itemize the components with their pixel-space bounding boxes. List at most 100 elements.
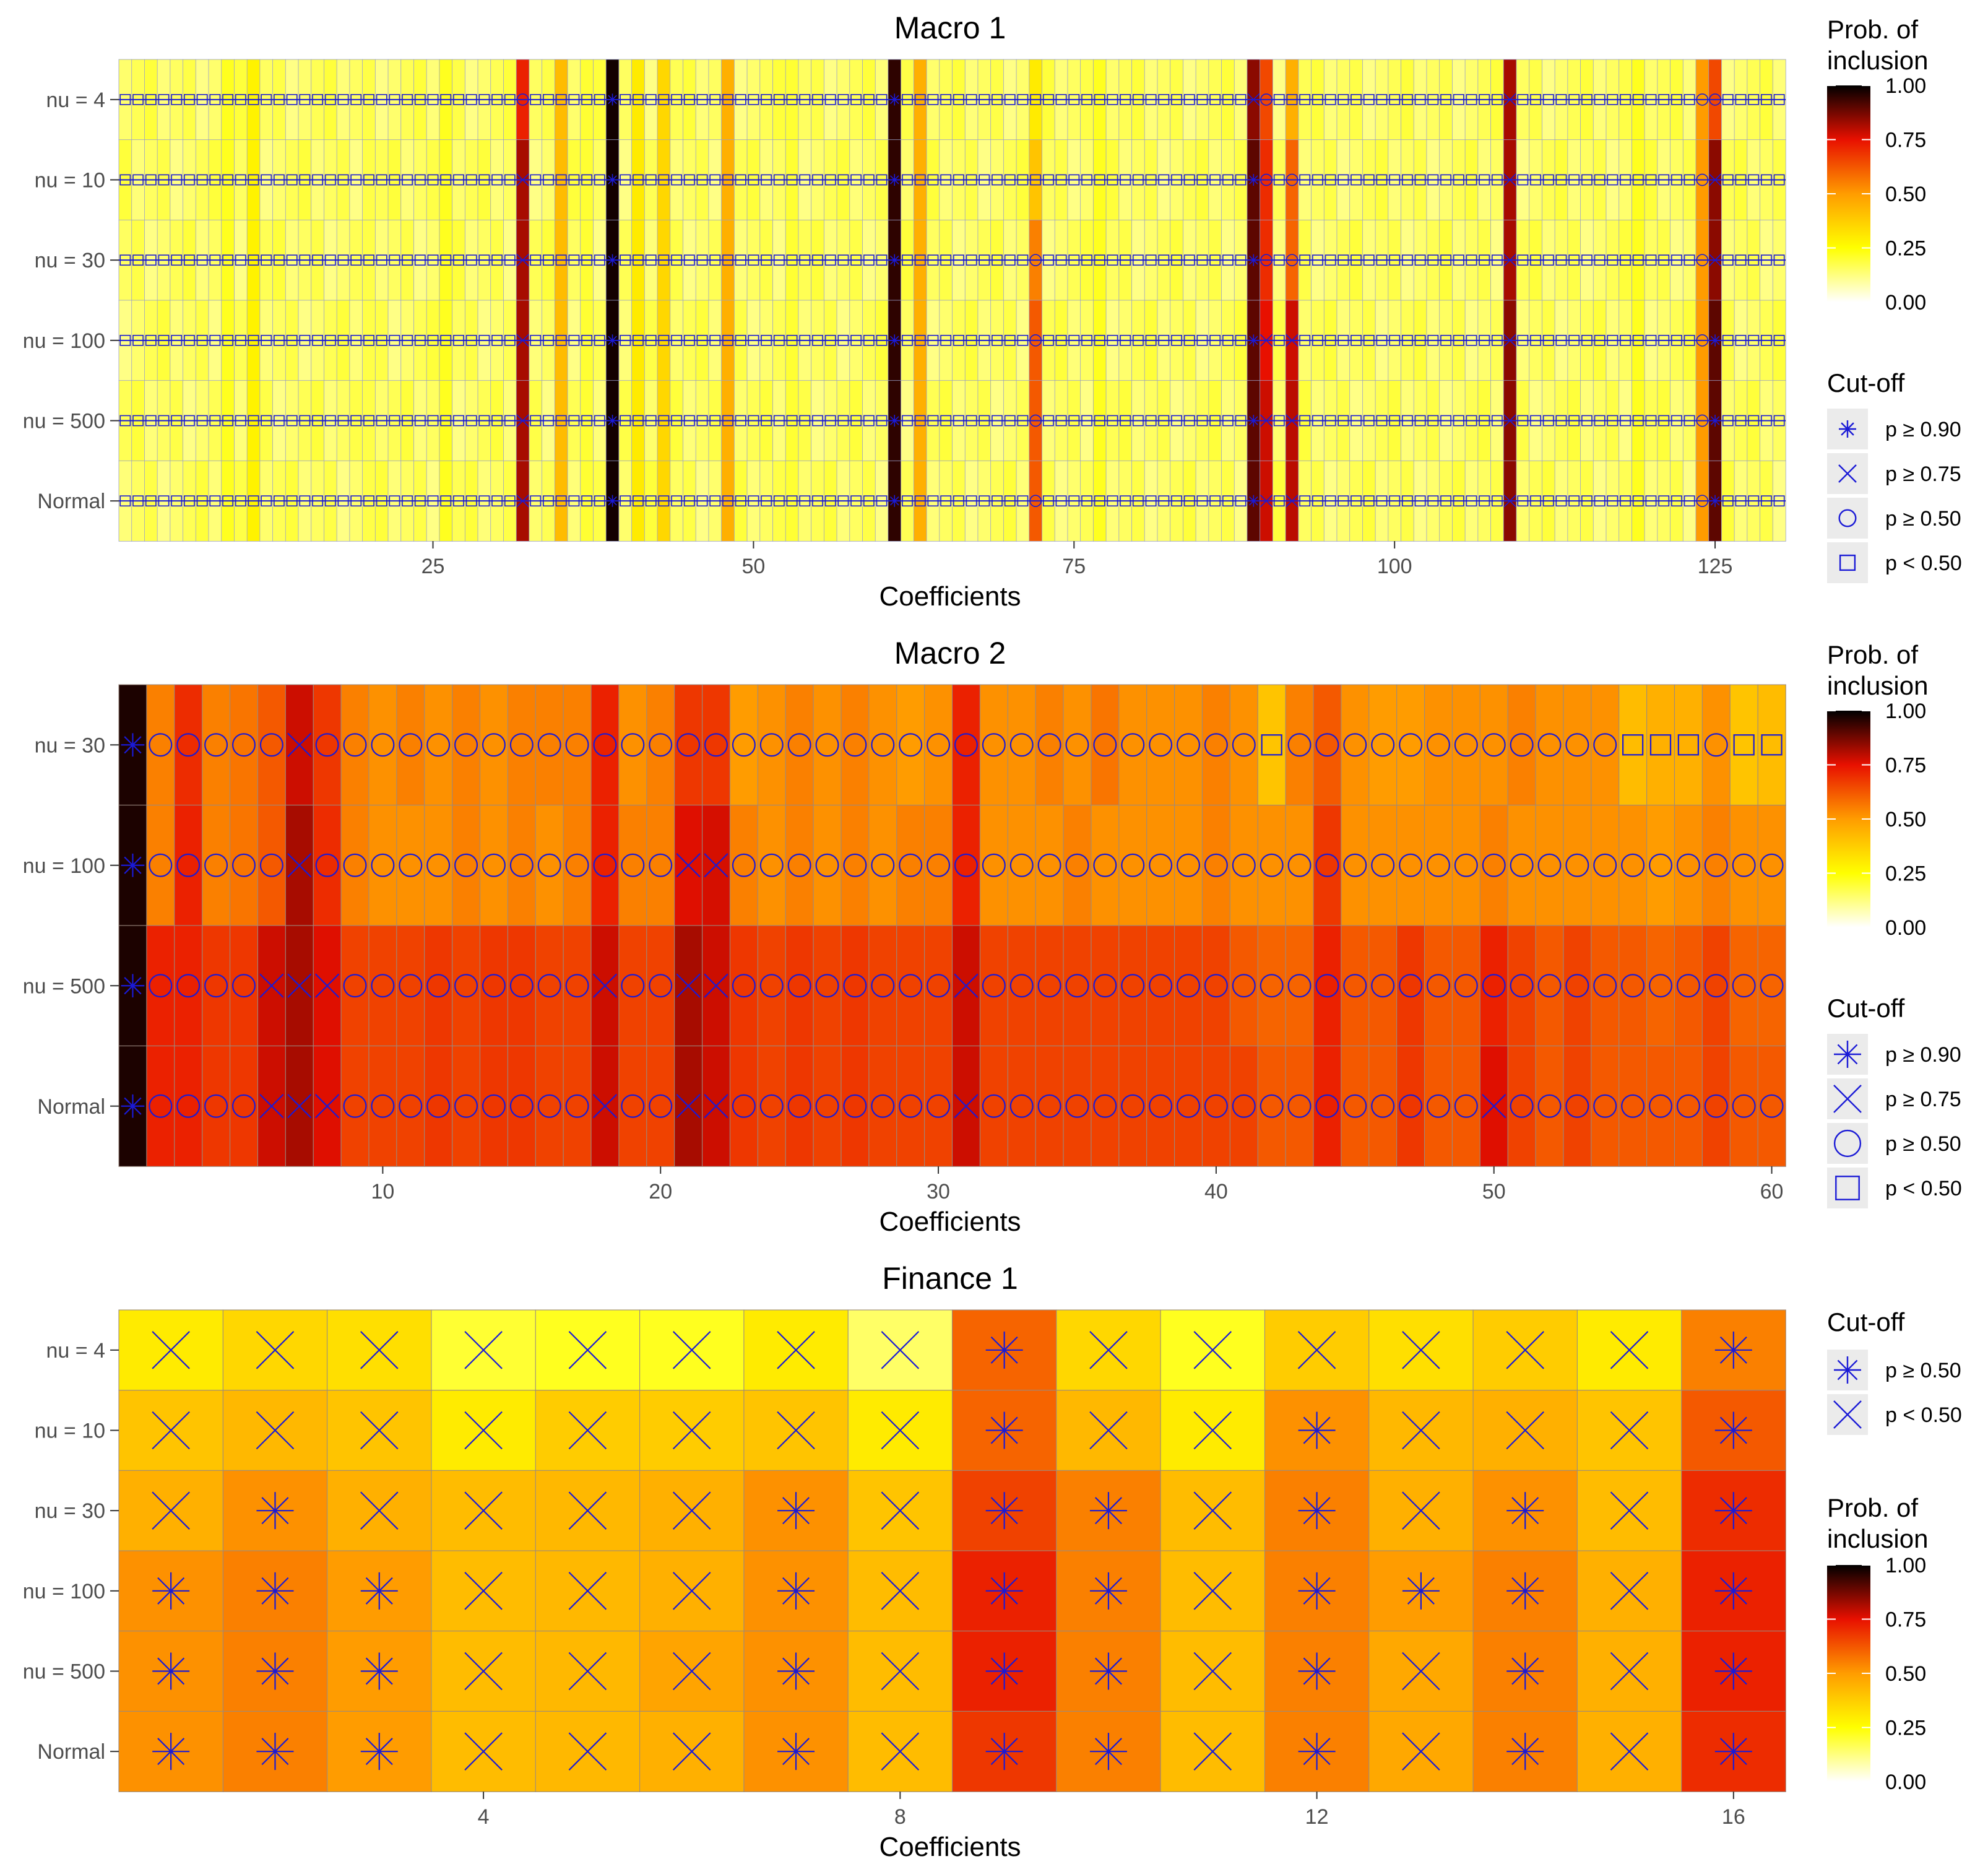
circle-marker [1649, 853, 1673, 877]
cross-marker [1402, 1331, 1440, 1369]
circle-marker [343, 853, 367, 877]
heatmap-cell [396, 1045, 425, 1167]
circle-marker [927, 974, 951, 998]
circle-marker [1426, 733, 1450, 757]
heatmap-cell [646, 684, 675, 806]
asterisk-marker [1834, 1356, 1861, 1384]
heatmap-cell [924, 804, 953, 926]
cross-marker [287, 732, 312, 757]
heatmap-cell [1063, 1045, 1092, 1167]
circle-marker [399, 853, 423, 877]
cutoff-markers [152, 1331, 1752, 1771]
circle-marker [204, 1094, 228, 1118]
heatmap-cell [1424, 1045, 1453, 1167]
circle-marker [871, 733, 895, 757]
heatmap-cell [813, 925, 842, 1047]
shape-legend-entries: p ≥ 0.50 p < 0.50 [1827, 1350, 1962, 1435]
heatmap-cell [1535, 925, 1564, 1047]
colorbar-ticks: 1.00 0.75 0.50 0.25 0.00 [1827, 74, 1926, 314]
cross-marker [152, 1491, 190, 1530]
heatmap-cell [1174, 1045, 1203, 1167]
x-axis-title: Coefficients [879, 1207, 1021, 1237]
heatmap-cell [229, 925, 259, 1047]
heatmap-cell [1479, 804, 1509, 926]
cross-marker [1482, 1094, 1506, 1119]
cross-marker [592, 973, 618, 998]
circle-marker [509, 853, 534, 877]
panel-macro-2: Macro 2 nu = 30 nu = 100 nu = 500 Normal 10… [23, 636, 1786, 1237]
heatmap-cell [174, 1045, 203, 1167]
cross-marker [1089, 1331, 1128, 1369]
heatmap-cell [1201, 804, 1231, 926]
heatmap-cell [1451, 684, 1481, 806]
heatmap-cell [1285, 925, 1314, 1047]
panel-title: Macro 2 [894, 636, 1006, 670]
heatmap-cell [1341, 804, 1370, 926]
cross-marker [672, 1652, 711, 1691]
heatmap-cell [1729, 1045, 1758, 1167]
cross-marker [360, 1411, 399, 1450]
x-tick-label: 40 [1204, 1180, 1228, 1203]
heatmap-cell [1091, 684, 1120, 806]
heatmap-cell [1701, 925, 1731, 1047]
circle-marker [1315, 974, 1339, 998]
asterisk-marker [1298, 1411, 1336, 1449]
heatmap-cell [1285, 1045, 1314, 1167]
heatmap-cell [785, 1045, 814, 1167]
square-marker [1839, 554, 1856, 571]
heatmap-cell [1146, 684, 1175, 806]
circle-marker [1009, 974, 1034, 998]
circle-marker [1426, 974, 1450, 998]
circle-marker [1426, 853, 1450, 877]
cross-marker [881, 1491, 920, 1530]
heatmap-cell [424, 684, 453, 806]
circle-marker [1093, 974, 1117, 998]
circle-marker [1760, 974, 1784, 998]
heatmap-cell [1424, 684, 1453, 806]
circle-marker [1260, 1094, 1284, 1118]
circle-marker [1287, 974, 1312, 998]
circle-marker [649, 853, 673, 877]
asterisk-marker [777, 1733, 815, 1771]
colorbar-tick-label: 0.75 [1885, 1608, 1926, 1632]
asterisk-marker [256, 1572, 294, 1610]
heatmap-cell [924, 925, 953, 1047]
heatmap-cell [1757, 804, 1786, 926]
heatmap-cell [1591, 1045, 1620, 1167]
circle-marker [1537, 853, 1562, 877]
heatmap-cell [563, 925, 592, 1047]
asterisk-marker [1714, 1331, 1752, 1369]
heatmap-cell [1563, 925, 1592, 1047]
circle-marker [1315, 1094, 1339, 1118]
heatmap-cell [1757, 925, 1786, 1047]
cross-marker [672, 1572, 711, 1610]
heatmap-cell [1035, 1045, 1064, 1167]
heatmap-cell [507, 684, 537, 806]
heatmap-cell [702, 684, 731, 806]
circle-marker [149, 853, 173, 877]
heatmap-cell [813, 684, 842, 806]
heatmap-cell [1368, 925, 1398, 1047]
circle-marker [899, 974, 923, 998]
asterisk-marker [777, 1492, 815, 1530]
heatmap-cell [979, 1045, 1009, 1167]
heatmap-cell [479, 804, 509, 926]
circle-marker [1065, 853, 1089, 877]
asterisk-marker [256, 1652, 294, 1690]
circle-marker [1704, 733, 1728, 757]
legend-entry-label: p ≥ 0.90 [1885, 418, 1961, 441]
heatmap-cell [1507, 684, 1536, 806]
colorbar-ticks: 1.00 0.75 0.50 0.25 0.00 [1827, 1554, 1926, 1794]
circle-marker [1260, 853, 1284, 877]
circle-marker [1838, 509, 1857, 527]
cross-marker [954, 973, 979, 998]
circle-marker [621, 733, 645, 757]
circle-marker [1121, 733, 1145, 757]
circle-marker [732, 974, 756, 998]
cross-marker [314, 973, 340, 998]
legend-key-background [1827, 542, 1868, 583]
circle-marker [649, 733, 673, 757]
circle-marker [843, 974, 867, 998]
cross-marker [1506, 1411, 1544, 1450]
cross-marker [1833, 1400, 1862, 1429]
